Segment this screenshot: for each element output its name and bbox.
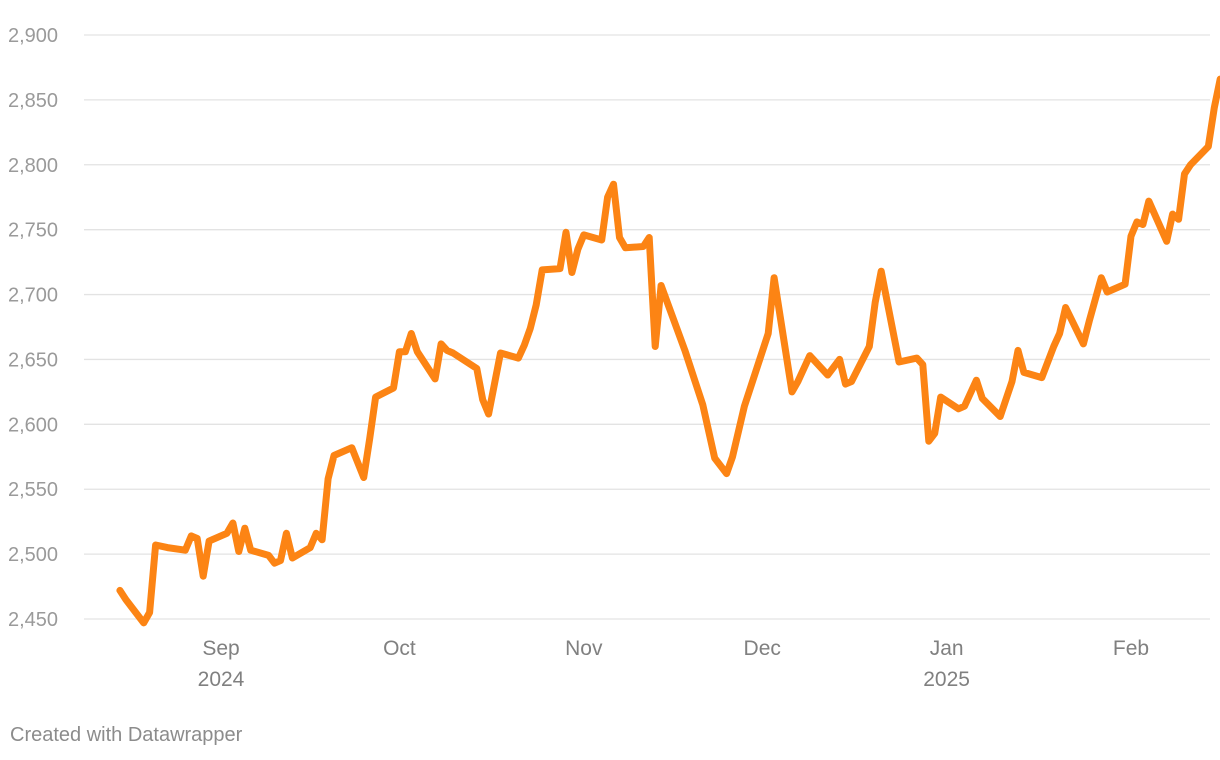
y-tick-label: 2,650 <box>8 349 58 371</box>
series-layer <box>116 75 1220 627</box>
x-tick-label: Oct <box>383 637 416 660</box>
y-tick-label: 2,850 <box>8 90 58 112</box>
y-tick-label: 2,700 <box>8 285 58 307</box>
series-line <box>116 75 1220 627</box>
line-chart: 2,450 2,500 2,550 2,600 2,650 2,700 2,750 2,800… <box>8 25 1220 691</box>
x-tick-label: Sep <box>202 637 239 660</box>
x-tick-year-label: 2025 <box>923 668 970 691</box>
x-tick-year-label: 2024 <box>198 668 245 691</box>
y-tick-label: 2,750 <box>8 220 58 242</box>
y-tick-label: 2,800 <box>8 155 58 177</box>
x-tick-label: Nov <box>565 637 603 660</box>
y-axis-tick-labels: 2,450 2,500 2,550 2,600 2,650 2,700 2,750 2,800… <box>8 25 58 631</box>
y-tick-label: 2,900 <box>8 25 58 47</box>
y-tick-label: 2,600 <box>8 414 58 436</box>
y-tick-label: 2,450 <box>8 609 58 631</box>
x-tick-label: Feb <box>1113 637 1149 660</box>
y-tick-label: 2,500 <box>8 544 58 566</box>
x-tick-label: Jan <box>930 637 964 660</box>
x-tick-label: Dec <box>744 637 781 660</box>
y-tick-label: 2,550 <box>8 479 58 501</box>
datawrapper-credit[interactable]: Created with Datawrapper <box>10 724 243 746</box>
gridlines <box>84 34 1210 620</box>
x-axis-tick-labels: Sep 2024 Oct Nov Dec Jan 2025 Feb <box>198 637 1149 691</box>
